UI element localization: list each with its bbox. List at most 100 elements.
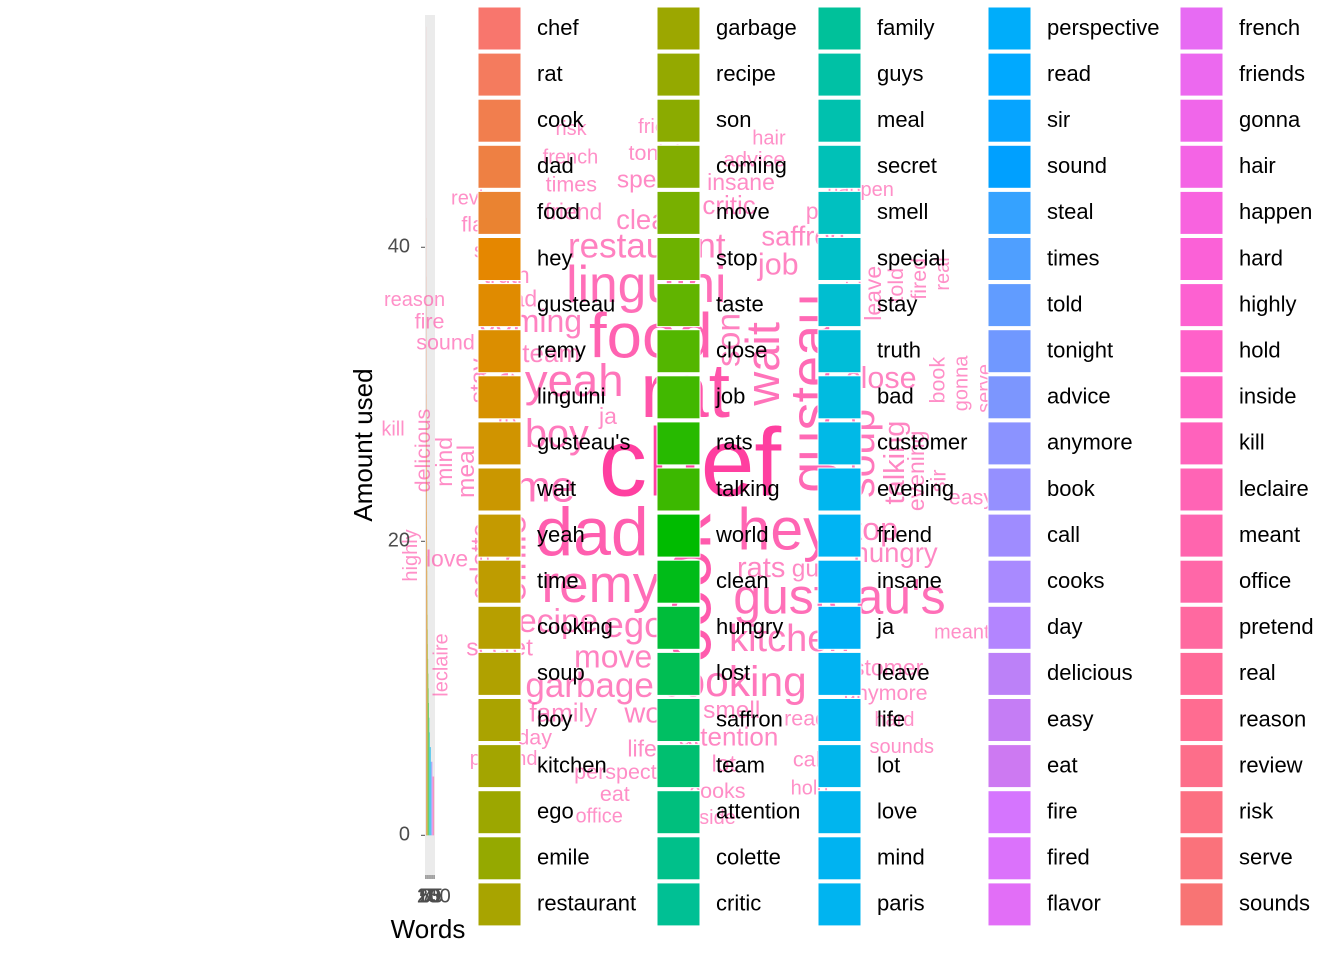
legend-label: world: [715, 522, 769, 547]
legend-label: gonna: [1239, 107, 1301, 132]
legend-key: [1179, 98, 1224, 143]
legend-label: food: [537, 199, 580, 224]
legend-key: [987, 790, 1032, 835]
legend-label: family: [877, 15, 934, 40]
cloud-word: delicious: [411, 409, 435, 493]
legend-label: read: [1047, 61, 1091, 86]
legend-key: [817, 237, 862, 281]
legend-label: bad: [877, 384, 914, 409]
y-tick-label: 20: [388, 530, 410, 552]
legend-label: friend: [877, 522, 932, 547]
legend-label: easy: [1047, 706, 1093, 731]
cloud-word: evening: [903, 431, 929, 512]
legend-label: eat: [1047, 752, 1078, 777]
legend-label: day: [1047, 614, 1082, 639]
legend-key: [817, 6, 862, 51]
legend-key: [987, 375, 1032, 420]
legend-label: inside: [1239, 384, 1296, 409]
legend-label: ego: [537, 799, 574, 824]
legend-label: critic: [716, 891, 761, 916]
legend-label: cooking: [537, 614, 613, 639]
legend-label: paris: [877, 891, 925, 916]
cloud-word: son: [711, 313, 748, 367]
legend-label: ja: [876, 614, 895, 639]
legend-key: [477, 559, 522, 604]
legend-key: [477, 421, 522, 466]
legend-key: [987, 513, 1032, 558]
legend-label: saffron: [716, 706, 783, 731]
legend-label: truth: [877, 338, 921, 363]
legend-label: linguini: [537, 384, 606, 409]
legend-key: [817, 605, 862, 650]
legend-label: remy: [537, 338, 586, 363]
legend-label: coming: [716, 153, 787, 178]
cloud-word: sound: [416, 330, 475, 354]
legend-key: [987, 190, 1032, 235]
legend-key: [656, 6, 701, 51]
legend-key: [987, 283, 1032, 328]
legend-key: [477, 144, 522, 189]
legend-label: yeah: [537, 522, 585, 547]
legend-label: fired: [1047, 845, 1090, 870]
legend-label: rat: [537, 61, 563, 86]
cloud-word: sir: [926, 470, 950, 493]
legend-label: move: [716, 199, 770, 224]
cloud-word: boy: [525, 412, 589, 456]
legend-key: [477, 651, 522, 696]
cloud-word: told: [884, 268, 908, 303]
cloud-word: love: [426, 545, 468, 571]
cloud-word: dad: [535, 494, 648, 570]
cloud-word: leave: [860, 266, 886, 321]
y-tick-label: 40: [388, 236, 410, 258]
legend-label: lot: [877, 752, 900, 777]
legend-label: special: [877, 245, 945, 270]
cloud-word: hair: [752, 127, 786, 149]
cloud-word: sounds: [870, 736, 935, 758]
legend-label: customer: [877, 430, 967, 455]
legend-key: [1179, 882, 1224, 927]
legend-key: [656, 882, 701, 927]
legend-key: [477, 375, 522, 420]
legend-label: sir: [1047, 107, 1070, 132]
legend-label: risk: [1239, 799, 1274, 824]
legend-label: tonight: [1047, 338, 1113, 363]
legend-label: talking: [716, 476, 780, 501]
legend-label: french: [1239, 15, 1300, 40]
cloud-word: day: [517, 725, 552, 749]
legend-key: [477, 605, 522, 650]
legend-label: kill: [1239, 430, 1265, 455]
cloud-word: recipe: [507, 603, 598, 640]
legend-label: real: [1239, 660, 1276, 685]
legend-key: [1179, 144, 1224, 189]
legend-label: advice: [1047, 384, 1111, 409]
cloud-word: reason: [384, 289, 445, 311]
legend-key: [987, 559, 1032, 604]
cloud-word: critic: [702, 190, 755, 220]
cloud-word: team: [522, 338, 580, 368]
legend-key: [817, 651, 862, 696]
x-tick-label: 0: [420, 885, 431, 907]
legend-key: [656, 329, 701, 374]
legend-label: steal: [1047, 199, 1093, 224]
legend-key: [987, 651, 1032, 696]
legend-key: [1179, 605, 1224, 650]
legend-key: [656, 375, 701, 420]
legend-key: [817, 513, 862, 558]
legend-label: fire: [1047, 799, 1078, 824]
legend-key: [477, 467, 522, 512]
cloud-word: book: [925, 357, 949, 404]
cloud-word: family: [529, 697, 597, 727]
legend-label: mind: [877, 845, 925, 870]
cloud-word: hungry: [854, 537, 938, 568]
legend-label: reason: [1239, 706, 1306, 731]
cloud-word: talking: [879, 421, 911, 505]
legend-label: call: [1047, 522, 1080, 547]
legend-key: [987, 605, 1032, 650]
x-tick-label: 50: [419, 885, 441, 907]
legend-label: hold: [1239, 338, 1281, 363]
legend-key: [987, 882, 1032, 927]
legend-label: taste: [716, 291, 764, 316]
legend-label: serve: [1239, 845, 1293, 870]
legend-key: [656, 559, 701, 604]
